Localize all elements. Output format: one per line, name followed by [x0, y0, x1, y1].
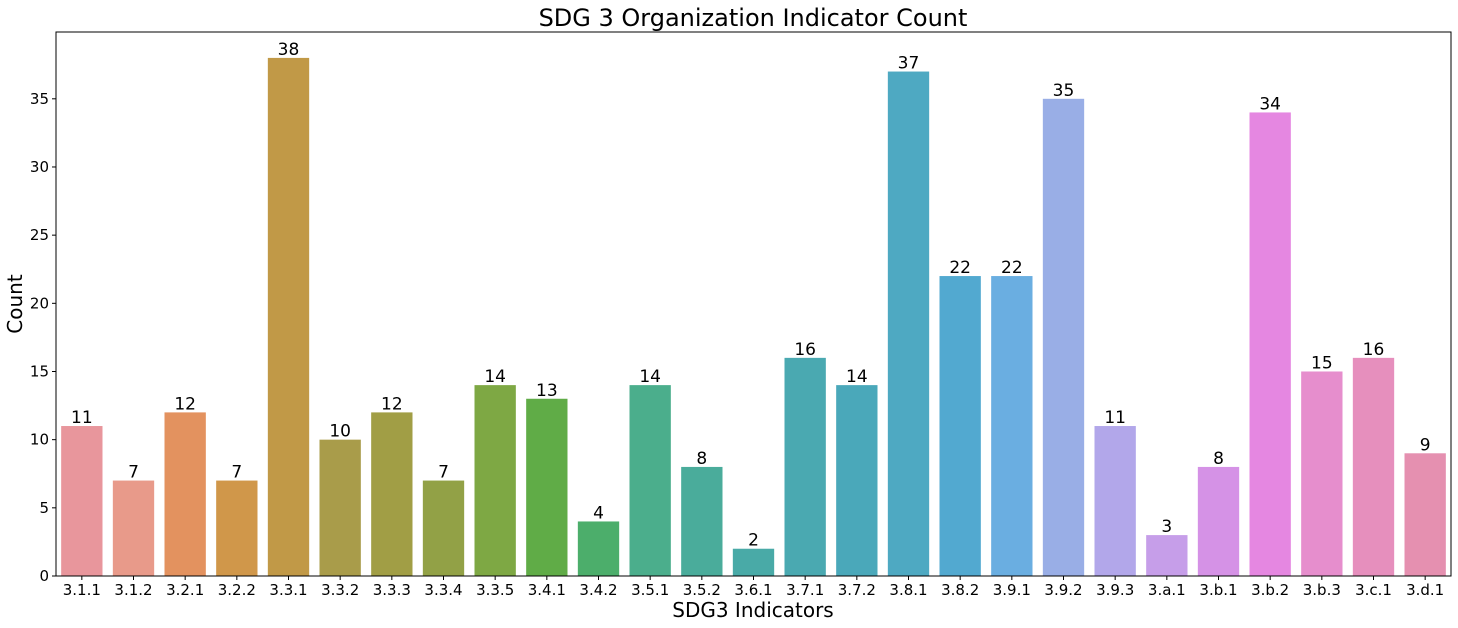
data-label-3.7.1: 16: [794, 340, 816, 360]
x-tick-label-3.8.2: 3.8.2: [941, 581, 979, 599]
bar-3.1.2: [112, 480, 155, 576]
y-tick-label-5: 5: [39, 499, 49, 517]
data-label-3.d.1: 9: [1420, 435, 1431, 455]
x-tick-label-3.9.1: 3.9.1: [993, 581, 1031, 599]
x-tick-label-3.3.2: 3.3.2: [321, 581, 359, 599]
plot-frame: [55, 31, 1452, 577]
x-tick-label-3.6.1: 3.6.1: [734, 581, 772, 599]
bar-3.7.1: [784, 357, 826, 576]
data-label-3.3.5: 14: [484, 367, 506, 387]
data-label-3.9.3: 11: [1104, 408, 1126, 428]
x-tick-label-3.4.1: 3.4.1: [528, 581, 566, 599]
bar-3.c.1: [1352, 357, 1395, 576]
x-tick-label-3.2.2: 3.2.2: [218, 581, 256, 599]
y-tick-label-15: 15: [30, 362, 49, 380]
x-tick-label-3.3.5: 3.3.5: [476, 581, 514, 599]
bar-3.9.3: [1094, 426, 1136, 576]
bar-3.a.1: [1146, 535, 1188, 576]
bar-3.6.1: [732, 548, 775, 576]
bar-3.3.1: [267, 57, 310, 576]
x-tick-label-3.5.2: 3.5.2: [683, 581, 721, 599]
x-tick-label-3.3.4: 3.3.4: [424, 581, 462, 599]
bar-3.9.1: [991, 276, 1033, 576]
x-tick-label-3.7.2: 3.7.2: [838, 581, 876, 599]
bar-3.d.1: [1404, 453, 1446, 576]
x-tick-label-3.9.2: 3.9.2: [1044, 581, 1082, 599]
x-tick-label-3.d.1: 3.d.1: [1406, 581, 1444, 599]
data-label-3.4.2: 4: [593, 503, 604, 523]
data-label-3.5.2: 8: [696, 449, 707, 469]
x-tick-label-3.4.2: 3.4.2: [579, 581, 617, 599]
data-label-3.b.1: 8: [1213, 449, 1224, 469]
bar-3.5.1: [629, 385, 671, 576]
bar-3.3.2: [319, 439, 361, 576]
bar-3.2.1: [164, 412, 206, 576]
x-axis: 3.1.1 3.1.2 3.2.1 3.2.2 3.3.1 3.3.2 3.3.3 3.3.4…: [63, 576, 1444, 599]
data-label-3.8.1: 37: [898, 54, 920, 74]
data-label-3.5.1: 14: [639, 367, 661, 387]
bar-3.b.2: [1249, 112, 1291, 576]
data-label-3.1.2: 7: [128, 463, 139, 483]
data-label-3.6.1: 2: [748, 531, 759, 551]
chart-title: SDG 3 Organization Indicator Count: [539, 4, 968, 32]
data-label-3.8.2: 22: [949, 258, 971, 278]
bar-3.1.1: [61, 426, 103, 576]
y-tick-label-25: 25: [30, 226, 49, 244]
y-tick-label-20: 20: [30, 294, 49, 312]
data-label-3.3.4: 7: [438, 463, 449, 483]
data-label-3.b.2: 34: [1259, 94, 1281, 114]
x-tick-label-3.c.1: 3.c.1: [1355, 581, 1392, 599]
x-tick-label-3.3.3: 3.3.3: [373, 581, 411, 599]
x-tick-label-3.1.2: 3.1.2: [114, 581, 152, 599]
data-label-3.2.2: 7: [231, 463, 242, 483]
y-tick-label-10: 10: [30, 431, 49, 449]
x-tick-label-3.8.1: 3.8.1: [889, 581, 927, 599]
bar-3.4.2: [577, 521, 620, 576]
y-tick-label-35: 35: [30, 90, 49, 108]
bars-group: [61, 57, 1446, 577]
data-label-3.b.3: 15: [1311, 353, 1333, 373]
data-label-3.9.1: 22: [1001, 258, 1023, 278]
x-tick-label-3.5.1: 3.5.1: [631, 581, 669, 599]
x-tick-label-3.7.1: 3.7.1: [786, 581, 824, 599]
x-tick-label-3.1.1: 3.1.1: [63, 581, 101, 599]
x-tick-label-3.b.2: 3.b.2: [1251, 581, 1289, 599]
bar-3.8.2: [939, 276, 981, 576]
y-axis-label: Count: [3, 274, 27, 334]
data-label-3.7.2: 14: [846, 367, 868, 387]
bar-3.3.3: [371, 412, 413, 576]
bar-3.9.2: [1042, 98, 1085, 577]
bar-3.3.5: [474, 385, 516, 576]
x-tick-label-3.b.3: 3.b.3: [1303, 581, 1341, 599]
y-tick-label-0: 0: [39, 567, 49, 585]
data-label-3.3.3: 12: [381, 394, 403, 414]
x-tick-label-3.9.3: 3.9.3: [1096, 581, 1134, 599]
data-label-3.a.1: 3: [1161, 517, 1172, 537]
x-tick-label-3.b.1: 3.b.1: [1199, 581, 1237, 599]
bar-3.4.1: [526, 398, 568, 576]
y-tick-label-30: 30: [30, 158, 49, 176]
x-tick-label-3.2.1: 3.2.1: [166, 581, 204, 599]
x-axis-label: SDG3 Indicators: [672, 598, 833, 622]
bar-3.b.3: [1301, 371, 1343, 576]
bar-3.b.1: [1197, 466, 1240, 576]
bar-3.2.2: [216, 480, 258, 576]
x-tick-label-3.a.1: 3.a.1: [1148, 581, 1186, 599]
data-label-3.9.2: 35: [1053, 81, 1075, 101]
data-label-3.3.1: 38: [278, 40, 300, 60]
x-tick-label-3.3.1: 3.3.1: [269, 581, 307, 599]
data-label-3.2.1: 12: [174, 394, 196, 414]
y-axis: 0 5 10 15 20 25 30 35: [30, 90, 56, 585]
data-label-3.c.1: 16: [1363, 340, 1385, 360]
bar-3.8.1: [887, 71, 930, 576]
data-label-3.1.1: 11: [71, 408, 93, 428]
bar-3.5.2: [681, 466, 723, 576]
bar-3.7.2: [836, 385, 878, 576]
data-label-3.4.1: 13: [536, 381, 558, 401]
data-label-3.3.2: 10: [329, 422, 351, 442]
bar-3.3.4: [422, 480, 465, 576]
